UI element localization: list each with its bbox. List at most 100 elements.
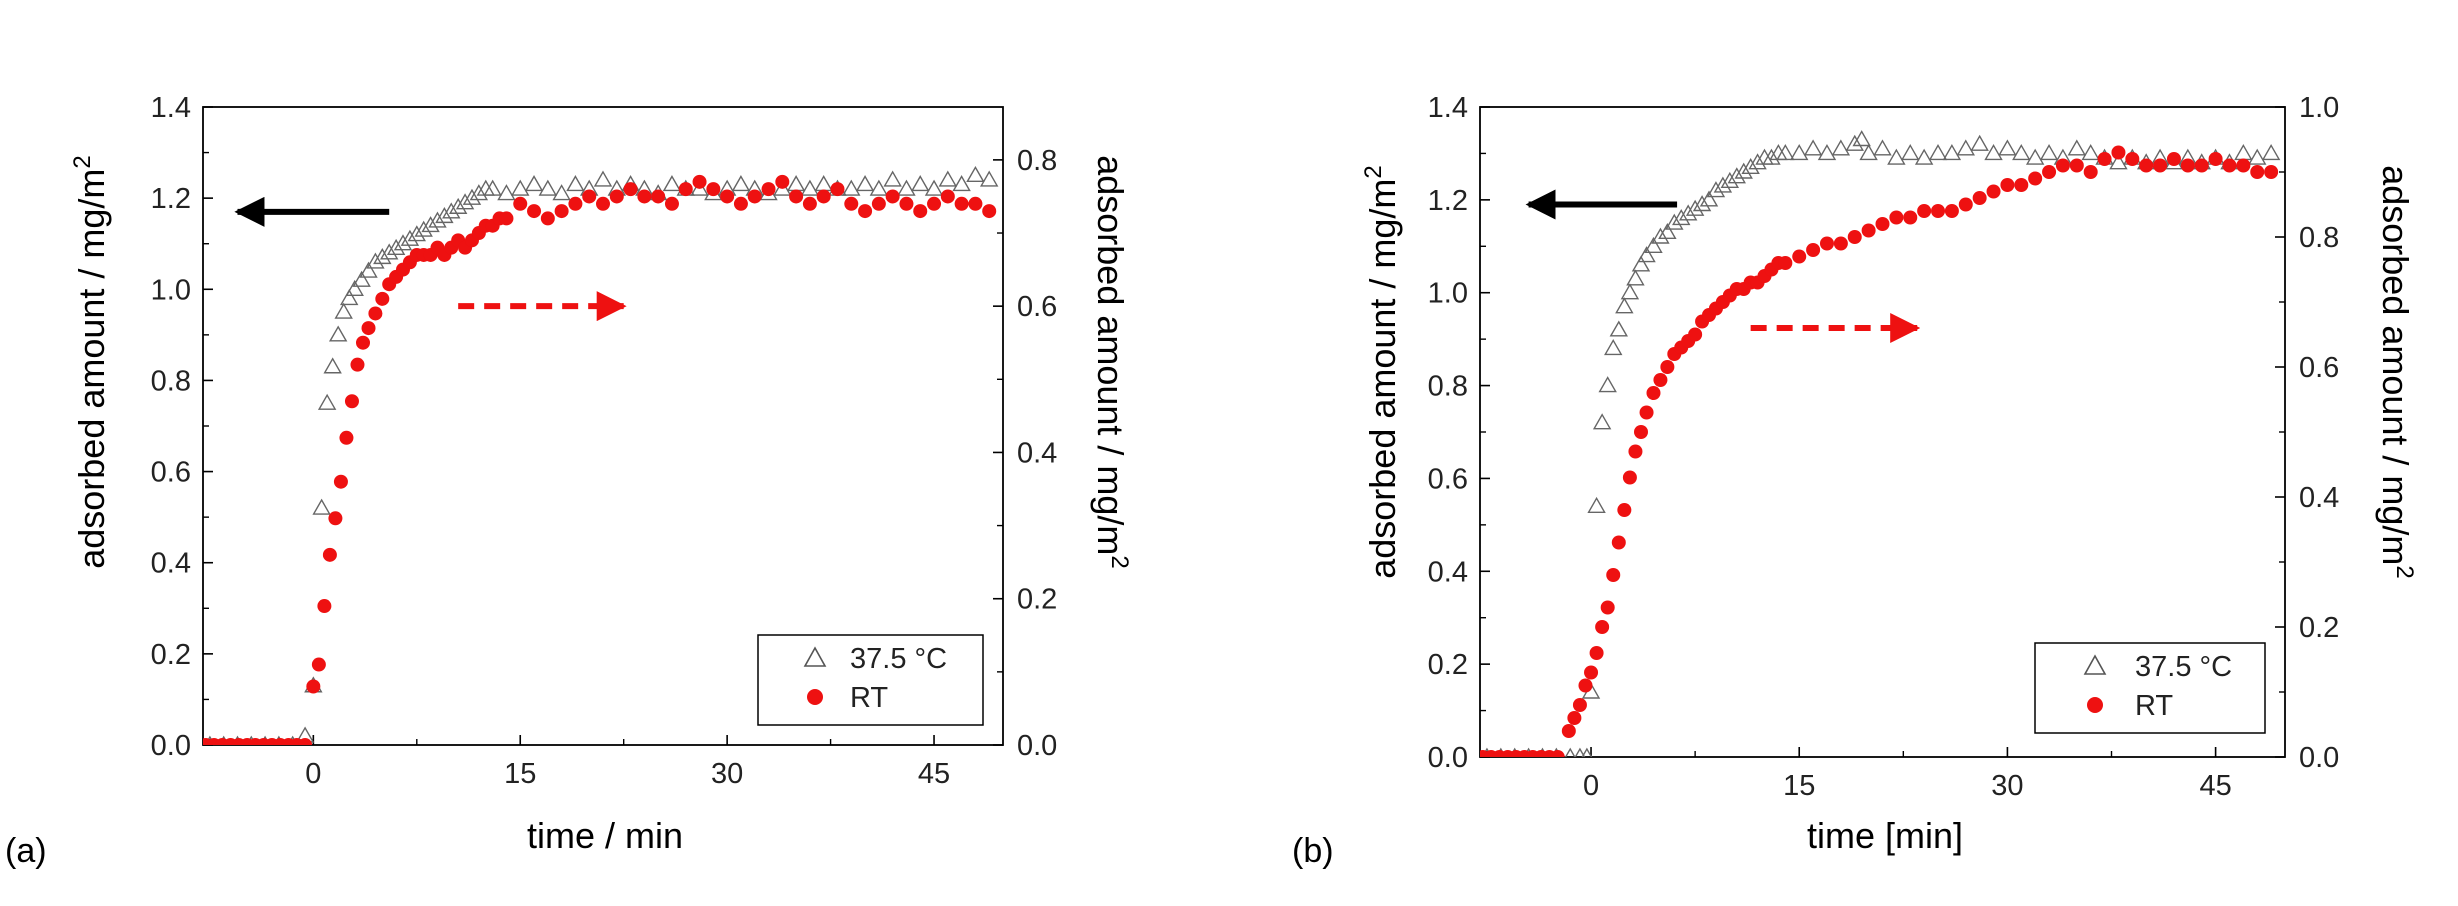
y-tick-label-right: 0.4 (1017, 437, 1057, 469)
panel-b: (b) time [min] adsorbed amount / mg/m2 a… (1292, 92, 2418, 870)
x-tick-label: 30 (711, 758, 743, 790)
data-point-37c (2039, 144, 2059, 161)
data-point-37c (1592, 413, 1612, 430)
legend-marker-circle (807, 689, 823, 705)
data-point-37c (323, 357, 342, 374)
y-axis-title-right-text: adsorbed amount / mg/m (2375, 165, 2416, 565)
data-point-37c (1984, 144, 2003, 161)
data-point-37c (407, 225, 426, 242)
data-point-37c (373, 247, 392, 265)
data-point-rt (306, 679, 321, 694)
data-point-37c (442, 202, 461, 219)
data-point-37c (1873, 139, 1892, 156)
data-point-37c (462, 188, 482, 205)
data-point-rt (651, 189, 666, 204)
data-point-37c (2261, 144, 2281, 161)
data-point-37c (1914, 148, 1934, 165)
y-tick-label-left: 1.0 (1428, 278, 1468, 310)
data-point-37c (1604, 339, 1623, 356)
data-point-rt (2153, 158, 2168, 173)
y-tick-label-left: 0.2 (1428, 649, 1468, 681)
data-point-rt (623, 182, 638, 197)
legend-box (2034, 642, 2266, 734)
x-tick-label: 45 (918, 758, 950, 790)
data-point-rt (609, 189, 624, 204)
data-point-37c (1803, 139, 1823, 156)
data-point-rt (2236, 158, 2251, 173)
data-point-37c (1692, 195, 1712, 212)
data-point-rt (1561, 724, 1576, 738)
data-point-rt (2180, 158, 2195, 173)
data-point-37c (552, 184, 571, 201)
data-point-rt (775, 174, 790, 189)
y-tick-label-left: 0.8 (1428, 371, 1468, 403)
data-point-37c (869, 179, 889, 196)
legend-box (757, 634, 984, 726)
data-point-37c (855, 175, 875, 192)
data-point-rt (927, 196, 942, 211)
data-point-37c (1901, 144, 1920, 161)
x-tick-label: 0 (305, 758, 321, 790)
data-point-rt (913, 204, 928, 219)
data-point-37c (359, 261, 378, 278)
data-point-rt (344, 394, 359, 409)
data-point-37c (1998, 139, 2017, 156)
data-point-37c (421, 216, 440, 233)
data-point-rt (2139, 158, 2154, 173)
data-point-37c (2081, 144, 2100, 161)
y-tick-label-right: 0.4 (2299, 482, 2339, 514)
y-axis-title-left: adsorbed amount / mg/m2 (69, 155, 112, 569)
data-point-37c (593, 170, 613, 187)
data-point-rt (2250, 165, 2265, 179)
legend-label-37c: 37.5 °C (850, 643, 947, 675)
data-point-rt (317, 599, 332, 614)
x-tick-label: 30 (1991, 770, 2023, 802)
data-point-rt (527, 204, 542, 219)
y-tick-label-right: 0.8 (2299, 222, 2339, 254)
y-axis-title-left: adsorbed amount / mg/m2 (1360, 165, 1403, 579)
data-point-37c (662, 175, 682, 192)
data-point-rt (540, 211, 555, 226)
data-point-rt (298, 738, 313, 745)
data-point-rt (2166, 152, 2181, 166)
data-point-rt (844, 196, 859, 211)
y-tick-label-left: 0.6 (151, 457, 191, 489)
data-point-rt (1572, 698, 1587, 712)
data-point-rt (1589, 646, 1604, 660)
data-point-37c (414, 220, 433, 237)
data-point-37c (435, 206, 454, 224)
data-point-37c (1970, 134, 1989, 151)
y-tick-label-left: 0.2 (151, 639, 191, 671)
data-point-37c (1609, 320, 1628, 337)
data-point-rt (2000, 178, 2015, 192)
data-point-rt (789, 189, 804, 204)
data-point-rt (350, 357, 365, 372)
y-tick-label-left: 0.6 (1428, 463, 1468, 495)
data-point-rt (1617, 503, 1632, 517)
data-point-rt (802, 196, 817, 211)
data-point-rt (1584, 665, 1599, 680)
data-point-37c (2025, 148, 2045, 165)
y-tick-label-right: 0.2 (1017, 584, 1057, 616)
y-axis-title-right-superscript: 2 (1106, 555, 1133, 568)
data-point-rt (2125, 152, 2140, 166)
data-point-37c (566, 175, 585, 192)
legend-label-37c: 37.5 °C (2135, 651, 2232, 683)
data-point-37c (448, 197, 468, 214)
y-tick-label-left: 0.0 (1428, 742, 1468, 774)
data-point-rt (858, 204, 873, 219)
data-point-rt (2014, 178, 2029, 192)
data-point-rt (1578, 678, 1593, 693)
data-point-rt (885, 189, 900, 204)
data-point-rt (2208, 152, 2223, 166)
data-point-rt (1646, 386, 1661, 400)
data-points (203, 165, 999, 745)
data-point-rt (2222, 158, 2237, 173)
data-point-rt (637, 189, 652, 204)
data-point-rt (1628, 444, 1643, 459)
data-point-rt (2083, 165, 2098, 179)
data-point-rt (1622, 470, 1637, 485)
data-point-37c (1581, 747, 1593, 757)
data-point-37c (524, 175, 544, 192)
data-point-rt (830, 182, 845, 197)
